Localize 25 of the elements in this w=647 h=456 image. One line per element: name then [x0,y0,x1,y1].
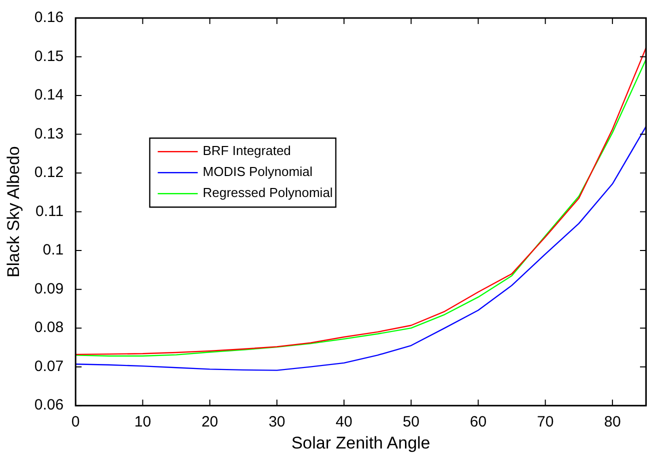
y-tick-label: 0.08 [34,319,64,336]
y-tick-label: 0.16 [34,9,64,26]
x-tick-label: 40 [336,414,352,431]
x-axis-title: Solar Zenith Angle [291,433,430,452]
y-tick-label: 0.06 [34,396,64,414]
y-tick-label: 0.1 [42,242,64,259]
y-tick-label: 0.13 [34,125,64,142]
x-tick-label: 80 [604,414,621,431]
y-tick-label: 0.14 [34,86,64,104]
legend-label: Regressed Polynomial [202,185,333,200]
y-tick-label: 0.07 [34,358,64,375]
y-tick-label: 0.15 [34,48,64,65]
x-tick-label: 60 [470,414,487,431]
y-axis-title: Black Sky Albedo [4,146,23,278]
x-tick-label: 0 [71,414,80,431]
legend-label: BRF Integrated [202,143,291,158]
x-tick-label: 30 [268,414,286,431]
x-tick-label: 50 [402,414,420,431]
y-tick-label: 0.12 [34,164,64,182]
legend-label: MODIS Polynomial [202,164,313,180]
y-tick-label: 0.09 [34,280,64,298]
x-tick-label: 70 [536,414,554,431]
x-tick-label: 10 [134,414,152,431]
x-tick-label: 20 [201,414,218,431]
y-tick-label: 0.11 [36,202,64,220]
